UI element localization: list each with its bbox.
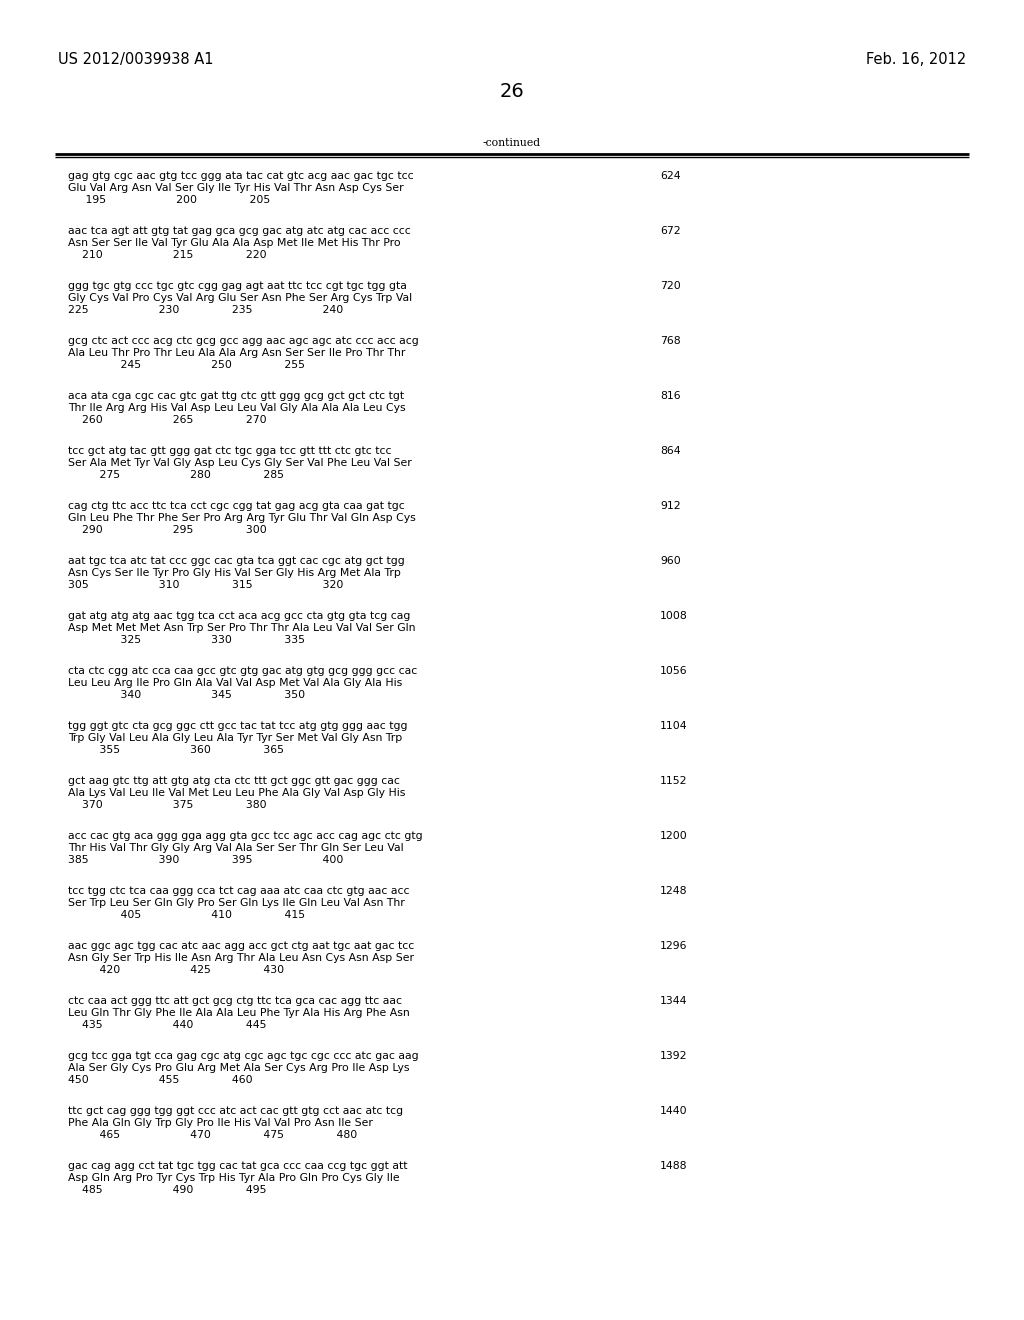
Text: Ala Ser Gly Cys Pro Glu Arg Met Ala Ser Cys Arg Pro Ile Asp Lys: Ala Ser Gly Cys Pro Glu Arg Met Ala Ser … [68,1063,410,1073]
Text: US 2012/0039938 A1: US 2012/0039938 A1 [58,51,213,67]
Text: 275                    280               285: 275 280 285 [68,470,284,480]
Text: Thr Ile Arg Arg His Val Asp Leu Leu Val Gly Ala Ala Ala Leu Cys: Thr Ile Arg Arg His Val Asp Leu Leu Val … [68,403,406,413]
Text: gct aag gtc ttg att gtg atg cta ctc ttt gct ggc gtt gac ggg cac: gct aag gtc ttg att gtg atg cta ctc ttt … [68,776,400,785]
Text: 385                    390               395                    400: 385 390 395 400 [68,855,343,865]
Text: 405                    410               415: 405 410 415 [68,909,305,920]
Text: 485                    490               495: 485 490 495 [68,1185,266,1195]
Text: 864: 864 [660,446,681,455]
Text: 1104: 1104 [660,721,688,731]
Text: acc cac gtg aca ggg gga agg gta gcc tcc agc acc cag agc ctc gtg: acc cac gtg aca ggg gga agg gta gcc tcc … [68,832,423,841]
Text: 225                    230               235                    240: 225 230 235 240 [68,305,343,315]
Text: aat tgc tca atc tat ccc ggc cac gta tca ggt cac cgc atg gct tgg: aat tgc tca atc tat ccc ggc cac gta tca … [68,556,404,566]
Text: Ser Trp Leu Ser Gln Gly Pro Ser Gln Lys Ile Gln Leu Val Asn Thr: Ser Trp Leu Ser Gln Gly Pro Ser Gln Lys … [68,898,404,908]
Text: 1392: 1392 [660,1051,687,1061]
Text: gac cag agg cct tat tgc tgg cac tat gca ccc caa ccg tgc ggt att: gac cag agg cct tat tgc tgg cac tat gca … [68,1162,408,1171]
Text: 370                    375               380: 370 375 380 [68,800,266,810]
Text: Gly Cys Val Pro Cys Val Arg Glu Ser Asn Phe Ser Arg Cys Trp Val: Gly Cys Val Pro Cys Val Arg Glu Ser Asn … [68,293,412,304]
Text: 768: 768 [660,337,681,346]
Text: cta ctc cgg atc cca caa gcc gtc gtg gac atg gtg gcg ggg gcc cac: cta ctc cgg atc cca caa gcc gtc gtg gac … [68,667,417,676]
Text: 960: 960 [660,556,681,566]
Text: 672: 672 [660,226,681,236]
Text: Ser Ala Met Tyr Val Gly Asp Leu Cys Gly Ser Val Phe Leu Val Ser: Ser Ala Met Tyr Val Gly Asp Leu Cys Gly … [68,458,412,469]
Text: Ala Lys Val Leu Ile Val Met Leu Leu Phe Ala Gly Val Asp Gly His: Ala Lys Val Leu Ile Val Met Leu Leu Phe … [68,788,406,799]
Text: gcg tcc gga tgt cca gag cgc atg cgc agc tgc cgc ccc atc gac aag: gcg tcc gga tgt cca gag cgc atg cgc agc … [68,1051,419,1061]
Text: 1344: 1344 [660,997,687,1006]
Text: 290                    295               300: 290 295 300 [68,525,266,535]
Text: Leu Leu Arg Ile Pro Gln Ala Val Val Asp Met Val Ala Gly Ala His: Leu Leu Arg Ile Pro Gln Ala Val Val Asp … [68,678,402,688]
Text: ggg tgc gtg ccc tgc gtc cgg gag agt aat ttc tcc cgt tgc tgg gta: ggg tgc gtg ccc tgc gtc cgg gag agt aat … [68,281,407,290]
Text: Leu Gln Thr Gly Phe Ile Ala Ala Leu Phe Tyr Ala His Arg Phe Asn: Leu Gln Thr Gly Phe Ile Ala Ala Leu Phe … [68,1008,410,1018]
Text: ctc caa act ggg ttc att gct gcg ctg ttc tca gca cac agg ttc aac: ctc caa act ggg ttc att gct gcg ctg ttc … [68,997,402,1006]
Text: Gln Leu Phe Thr Phe Ser Pro Arg Arg Tyr Glu Thr Val Gln Asp Cys: Gln Leu Phe Thr Phe Ser Pro Arg Arg Tyr … [68,513,416,523]
Text: Glu Val Arg Asn Val Ser Gly Ile Tyr His Val Thr Asn Asp Cys Ser: Glu Val Arg Asn Val Ser Gly Ile Tyr His … [68,183,403,193]
Text: 210                    215               220: 210 215 220 [68,249,266,260]
Text: Asn Gly Ser Trp His Ile Asn Arg Thr Ala Leu Asn Cys Asn Asp Ser: Asn Gly Ser Trp His Ile Asn Arg Thr Ala … [68,953,414,964]
Text: 1248: 1248 [660,886,687,896]
Text: 245                    250               255: 245 250 255 [68,360,305,370]
Text: gcg ctc act ccc acg ctc gcg gcc agg aac agc agc atc ccc acc acg: gcg ctc act ccc acg ctc gcg gcc agg aac … [68,337,419,346]
Text: Thr His Val Thr Gly Gly Arg Val Ala Ser Ser Thr Gln Ser Leu Val: Thr His Val Thr Gly Gly Arg Val Ala Ser … [68,843,403,853]
Text: 720: 720 [660,281,681,290]
Text: aac tca agt att gtg tat gag gca gcg gac atg atc atg cac acc ccc: aac tca agt att gtg tat gag gca gcg gac … [68,226,411,236]
Text: 912: 912 [660,502,681,511]
Text: Asp Gln Arg Pro Tyr Cys Trp His Tyr Ala Pro Gln Pro Cys Gly Ile: Asp Gln Arg Pro Tyr Cys Trp His Tyr Ala … [68,1173,399,1183]
Text: Asn Cys Ser Ile Tyr Pro Gly His Val Ser Gly His Arg Met Ala Trp: Asn Cys Ser Ile Tyr Pro Gly His Val Ser … [68,568,400,578]
Text: Asp Met Met Met Asn Trp Ser Pro Thr Thr Ala Leu Val Val Ser Gln: Asp Met Met Met Asn Trp Ser Pro Thr Thr … [68,623,416,634]
Text: Feb. 16, 2012: Feb. 16, 2012 [865,51,966,67]
Text: 1008: 1008 [660,611,688,620]
Text: 420                    425               430: 420 425 430 [68,965,284,975]
Text: 1152: 1152 [660,776,687,785]
Text: aca ata cga cgc cac gtc gat ttg ctc gtt ggg gcg gct gct ctc tgt: aca ata cga cgc cac gtc gat ttg ctc gtt … [68,391,404,401]
Text: Trp Gly Val Leu Ala Gly Leu Ala Tyr Tyr Ser Met Val Gly Asn Trp: Trp Gly Val Leu Ala Gly Leu Ala Tyr Tyr … [68,733,402,743]
Text: 1296: 1296 [660,941,687,950]
Text: 340                    345               350: 340 345 350 [68,690,305,700]
Text: ttc gct cag ggg tgg ggt ccc atc act cac gtt gtg cct aac atc tcg: ttc gct cag ggg tgg ggt ccc atc act cac … [68,1106,403,1115]
Text: 450                    455               460: 450 455 460 [68,1074,253,1085]
Text: 355                    360               365: 355 360 365 [68,744,284,755]
Text: Ala Leu Thr Pro Thr Leu Ala Ala Arg Asn Ser Ser Ile Pro Thr Thr: Ala Leu Thr Pro Thr Leu Ala Ala Arg Asn … [68,348,406,358]
Text: 816: 816 [660,391,681,401]
Text: 305                    310               315                    320: 305 310 315 320 [68,579,343,590]
Text: gat atg atg atg aac tgg tca cct aca acg gcc cta gtg gta tcg cag: gat atg atg atg aac tgg tca cct aca acg … [68,611,411,620]
Text: 435                    440               445: 435 440 445 [68,1020,266,1030]
Text: 325                    330               335: 325 330 335 [68,635,305,645]
Text: 1440: 1440 [660,1106,688,1115]
Text: aac ggc agc tgg cac atc aac agg acc gct ctg aat tgc aat gac tcc: aac ggc agc tgg cac atc aac agg acc gct … [68,941,415,950]
Text: tgg ggt gtc cta gcg ggc ctt gcc tac tat tcc atg gtg ggg aac tgg: tgg ggt gtc cta gcg ggc ctt gcc tac tat … [68,721,408,731]
Text: 195                    200               205: 195 200 205 [68,195,270,205]
Text: 465                    470               475               480: 465 470 475 480 [68,1130,357,1140]
Text: -continued: -continued [483,139,541,148]
Text: tcc gct atg tac gtt ggg gat ctc tgc gga tcc gtt ttt ctc gtc tcc: tcc gct atg tac gtt ggg gat ctc tgc gga … [68,446,391,455]
Text: 1056: 1056 [660,667,688,676]
Text: 26: 26 [500,82,524,102]
Text: Asn Ser Ser Ile Val Tyr Glu Ala Ala Asp Met Ile Met His Thr Pro: Asn Ser Ser Ile Val Tyr Glu Ala Ala Asp … [68,238,400,248]
Text: tcc tgg ctc tca caa ggg cca tct cag aaa atc caa ctc gtg aac acc: tcc tgg ctc tca caa ggg cca tct cag aaa … [68,886,410,896]
Text: cag ctg ttc acc ttc tca cct cgc cgg tat gag acg gta caa gat tgc: cag ctg ttc acc ttc tca cct cgc cgg tat … [68,502,404,511]
Text: 624: 624 [660,172,681,181]
Text: 1488: 1488 [660,1162,687,1171]
Text: Phe Ala Gln Gly Trp Gly Pro Ile His Val Val Pro Asn Ile Ser: Phe Ala Gln Gly Trp Gly Pro Ile His Val … [68,1118,373,1129]
Text: 1200: 1200 [660,832,688,841]
Text: 260                    265               270: 260 265 270 [68,414,266,425]
Text: gag gtg cgc aac gtg tcc ggg ata tac cat gtc acg aac gac tgc tcc: gag gtg cgc aac gtg tcc ggg ata tac cat … [68,172,414,181]
